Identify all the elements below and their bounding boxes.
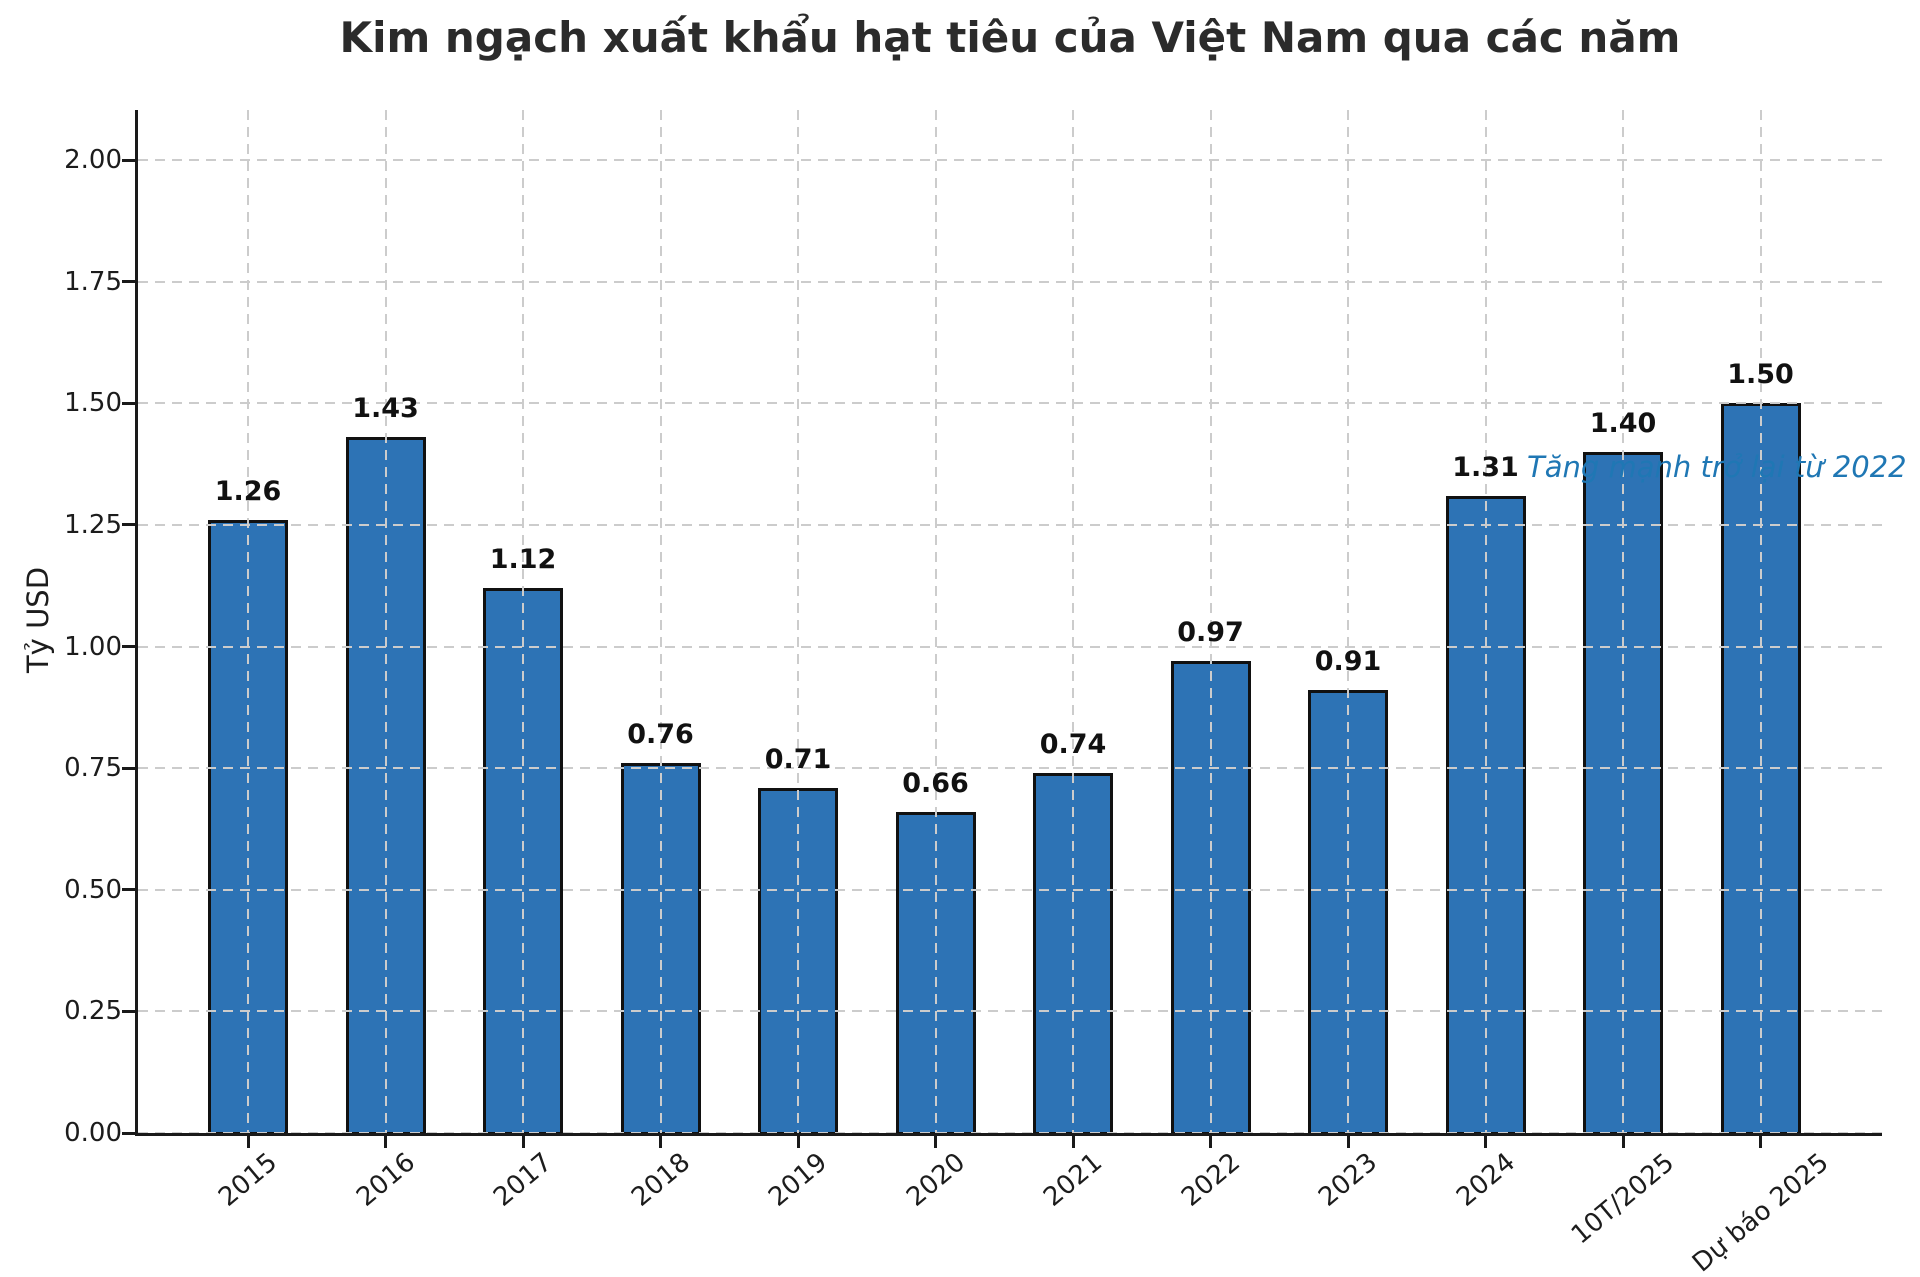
- x-tick-mark: [1209, 1136, 1212, 1148]
- y-tick-label: 0.00: [64, 1118, 122, 1148]
- h-gridline: [138, 645, 1882, 648]
- x-tick-mark: [1621, 1136, 1625, 1148]
- y-tick-mark: [122, 158, 135, 162]
- v-gridline: [1209, 110, 1212, 1133]
- y-tick-label: 0.25: [64, 996, 122, 1027]
- x-tick-mark: [1759, 1136, 1762, 1148]
- y-tick-mark: [122, 1131, 135, 1135]
- y-tick-mark: [122, 1009, 135, 1013]
- v-gridline: [522, 110, 524, 1133]
- h-gridline: [138, 280, 1882, 283]
- y-tick-label: 1.75: [64, 266, 122, 297]
- x-tick-label-2023: 2023: [1313, 1147, 1384, 1214]
- y-tick-mark: [122, 766, 135, 770]
- y-tick-mark: [122, 645, 135, 648]
- v-gridline: [1347, 110, 1349, 1133]
- v-gridline: [247, 110, 249, 1133]
- bar-value-label-2023: 0.91: [1314, 646, 1382, 678]
- x-tick-mark: [1071, 1136, 1075, 1148]
- x-tick-mark: [934, 1136, 937, 1148]
- bar-value-label-2024: 1.31: [1452, 451, 1519, 483]
- x-tick-mark: [796, 1136, 800, 1148]
- bar-value-label-2015: 1.26: [214, 476, 282, 507]
- x-tick-mark: [1484, 1136, 1487, 1148]
- x-tick-mark: [1346, 1136, 1350, 1148]
- y-tick-label: 0.75: [64, 753, 122, 784]
- h-gridline: [138, 1010, 1882, 1013]
- bar-value-label-10t-2025: 1.40: [1589, 407, 1657, 439]
- x-tick-label-2017: 2017: [488, 1147, 559, 1214]
- chart-title: Kim ngạch xuất khẩu hạt tiêu của Việt Na…: [339, 13, 1681, 62]
- bar-value-label-2016: 1.43: [352, 393, 419, 425]
- bar-value-label-2018: 0.76: [627, 719, 694, 751]
- bar-value-label-2017: 1.12: [489, 544, 557, 576]
- y-axis-label: Tỷ USD: [21, 566, 55, 674]
- x-tick-label-2015: 2015: [213, 1147, 284, 1214]
- y-tick-mark: [122, 888, 135, 892]
- h-gridline: [138, 888, 1882, 891]
- v-gridline: [659, 110, 662, 1133]
- v-gridline: [797, 110, 799, 1133]
- x-tick-mark: [384, 1136, 387, 1148]
- bar-value-label-dự-báo-2025: 1.50: [1727, 359, 1794, 391]
- y-tick-mark: [122, 280, 135, 284]
- x-tick-mark: [246, 1136, 250, 1148]
- h-gridline: [138, 767, 1882, 770]
- y-tick-mark: [122, 523, 135, 527]
- y-tick-label: 0.50: [64, 874, 122, 905]
- x-tick-label-2024: 2024: [1450, 1147, 1521, 1214]
- bar-value-label-2020: 0.66: [902, 767, 969, 799]
- v-gridline: [1622, 110, 1624, 1133]
- y-tick-label: 1.50: [64, 388, 122, 419]
- v-gridline: [1484, 110, 1487, 1133]
- x-tick-mark: [521, 1136, 525, 1148]
- y-axis-spine: [135, 110, 138, 1136]
- v-gridline: [934, 110, 937, 1133]
- y-tick-mark: [122, 401, 135, 405]
- x-tick-label-2020: 2020: [900, 1147, 971, 1214]
- x-tick-label-2022: 2022: [1175, 1147, 1246, 1214]
- v-gridline: [1759, 110, 1762, 1133]
- bar-value-label-2019: 0.71: [764, 743, 832, 775]
- x-tick-label-2016: 2016: [350, 1147, 421, 1214]
- h-gridline: [138, 523, 1882, 526]
- h-gridline: [138, 159, 1882, 161]
- annotation-tang-manh: Tăng mạnh trở lại từ 2022: [1527, 450, 1907, 484]
- v-gridline: [384, 110, 387, 1133]
- x-tick-label-2018: 2018: [625, 1147, 696, 1214]
- y-tick-label: 1.00: [64, 631, 122, 662]
- y-tick-label: 1.25: [64, 509, 122, 540]
- x-tick-label-2021: 2021: [1038, 1147, 1109, 1214]
- x-axis-spine: [135, 1133, 1882, 1136]
- h-gridline: [138, 402, 1882, 405]
- bar-value-label-2022: 0.97: [1177, 617, 1244, 649]
- x-tick-label-2019: 2019: [763, 1147, 834, 1214]
- x-tick-label-dự-báo-2025: Dự báo 2025: [1686, 1147, 1835, 1277]
- x-tick-mark: [659, 1136, 662, 1148]
- bar-value-label-2021: 0.74: [1039, 728, 1107, 760]
- v-gridline: [1072, 110, 1074, 1133]
- x-tick-label-10t-2025: 10T/2025: [1565, 1147, 1681, 1251]
- y-tick-label: 2.00: [64, 145, 122, 175]
